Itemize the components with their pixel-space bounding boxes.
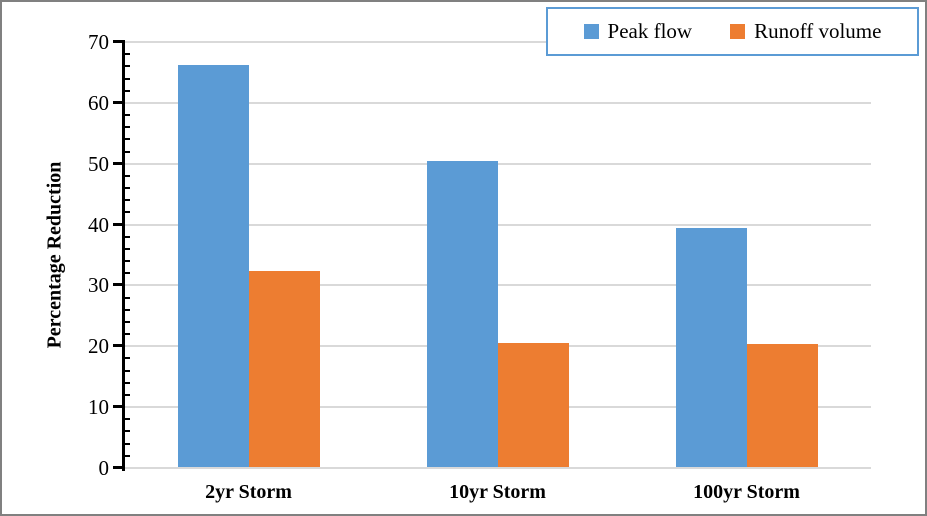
y-major-tick-50	[113, 161, 125, 165]
y-minor-tick-14	[125, 381, 130, 384]
gridline-70	[124, 41, 871, 43]
peak-flow-swatch-icon	[583, 24, 599, 39]
gridline-30	[124, 284, 871, 287]
y-major-tick-30	[113, 283, 125, 287]
runoff-volume-swatch-icon	[730, 24, 746, 39]
legend: Peak flow Runoff volume	[546, 7, 919, 56]
legend-label-runoff-volume: Runoff volume	[754, 19, 882, 43]
legend-label-peak-flow: Peak flow	[607, 19, 693, 43]
x-axis-label-3: 100yr Storm	[693, 481, 800, 503]
y-tick-label-20: 20	[88, 334, 109, 359]
y-minor-tick-34	[125, 260, 130, 263]
y-minor-tick-6	[125, 430, 130, 433]
x-axis-line	[124, 467, 871, 469]
y-minor-tick-8	[125, 418, 130, 421]
y-axis-line	[122, 42, 125, 471]
y-tick-label-50: 50	[88, 151, 109, 176]
y-minor-tick-56	[125, 126, 130, 129]
y-minor-tick-68	[125, 53, 130, 56]
y-minor-tick-28	[125, 296, 130, 299]
x-axis-label-1: 2yr Storm	[205, 481, 292, 503]
bar-runoff-volume-1	[248, 270, 320, 468]
legend-item-runoff-volume: Runoff volume	[730, 19, 881, 44]
y-major-tick-40	[113, 222, 125, 226]
x-axis-label-2: 10yr Storm	[449, 481, 546, 503]
y-major-tick-0	[113, 466, 125, 469]
y-minor-tick-54	[125, 138, 130, 141]
y-tick-label-40: 40	[88, 212, 109, 237]
gridline-40	[124, 223, 871, 226]
y-tick-label-60: 60	[88, 90, 109, 115]
y-tick-label-70: 70	[88, 30, 109, 54]
y-minor-tick-32	[125, 272, 130, 275]
y-minor-tick-44	[125, 199, 130, 202]
y-minor-tick-58	[125, 114, 130, 117]
y-minor-tick-22	[125, 333, 130, 336]
y-minor-tick-26	[125, 308, 130, 311]
gridline-60	[124, 101, 871, 104]
bar-peak-flow-3	[675, 227, 747, 468]
y-minor-tick-64	[125, 77, 130, 80]
y-major-tick-70	[113, 40, 125, 43]
y-minor-tick-36	[125, 247, 130, 250]
y-tick-label-0: 0	[98, 456, 110, 480]
legend-item-peak-flow: Peak flow	[583, 19, 693, 44]
y-minor-tick-46	[125, 187, 130, 190]
y-minor-tick-18	[125, 357, 130, 360]
bar-runoff-volume-3	[746, 344, 818, 468]
y-major-tick-10	[113, 405, 125, 409]
y-minor-tick-66	[125, 65, 130, 68]
bar-peak-flow-2	[426, 160, 498, 468]
y-major-tick-60	[113, 100, 125, 104]
y-minor-tick-62	[125, 89, 130, 92]
y-minor-tick-4	[125, 442, 130, 445]
bar-runoff-volume-2	[497, 343, 569, 468]
y-minor-tick-24	[125, 320, 130, 323]
bar-peak-flow-1	[177, 65, 249, 468]
y-minor-tick-52	[125, 150, 130, 153]
y-minor-tick-48	[125, 174, 130, 177]
y-minor-tick-2	[125, 454, 130, 457]
y-tick-label-10: 10	[88, 395, 109, 420]
y-tick-label-30: 30	[88, 273, 109, 298]
y-minor-tick-38	[125, 235, 130, 238]
y-major-tick-20	[113, 344, 125, 348]
y-minor-tick-12	[125, 393, 130, 396]
y-minor-tick-16	[125, 369, 130, 372]
y-axis-title: Percentage Reduction	[43, 161, 66, 349]
gridline-50	[124, 162, 871, 165]
y-minor-tick-42	[125, 211, 130, 214]
